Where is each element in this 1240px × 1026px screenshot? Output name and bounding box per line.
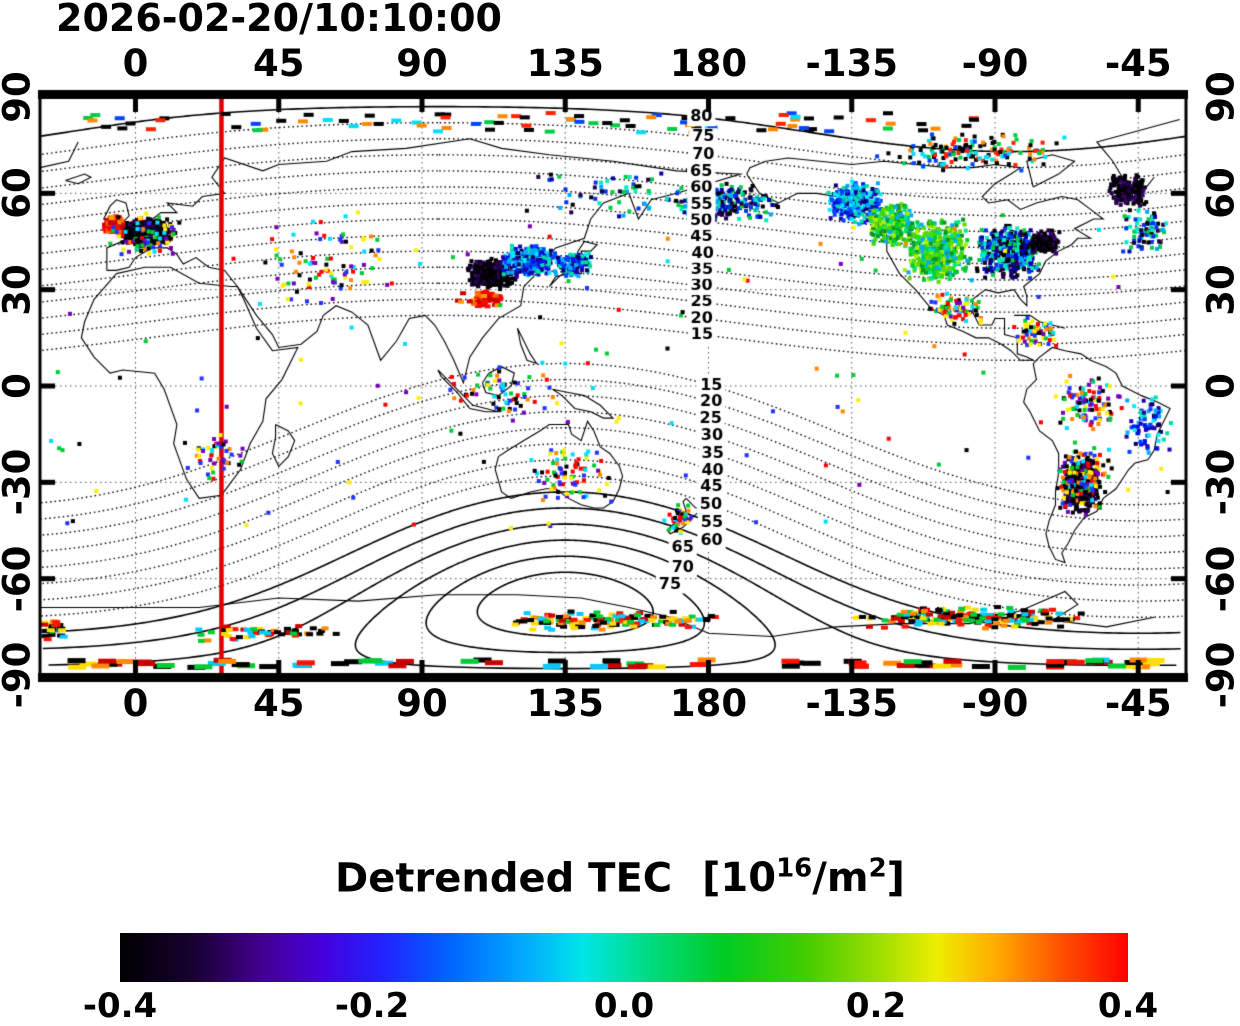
colorbar-unit-suffix: ]	[887, 855, 905, 901]
colorbar-unit-mid: /m	[812, 855, 868, 901]
plot-title: 2026-02-20/10:10:00	[56, 0, 502, 40]
colorbar-unit: [1016/m2]	[702, 855, 905, 901]
colorbar-tick-3: 0.2	[846, 986, 906, 1026]
colorbar-tick-4: 0.4	[1098, 986, 1158, 1026]
colorbar-label: Detrended TEC	[335, 855, 672, 901]
colorbar-tick-0: -0.4	[83, 986, 157, 1026]
colorbar-tick-1: -0.2	[335, 986, 409, 1026]
colorbar-tick-2: 0.0	[594, 986, 654, 1026]
colorbar-gradient	[120, 933, 1128, 982]
colorbar-unit-exp1: 16	[776, 854, 812, 884]
colorbar-unit-exp2: 2	[869, 854, 887, 884]
colorbar-title: Detrended TEC [1016/m2]	[0, 854, 1240, 901]
colorbar-unit-prefix: [10	[702, 855, 776, 901]
